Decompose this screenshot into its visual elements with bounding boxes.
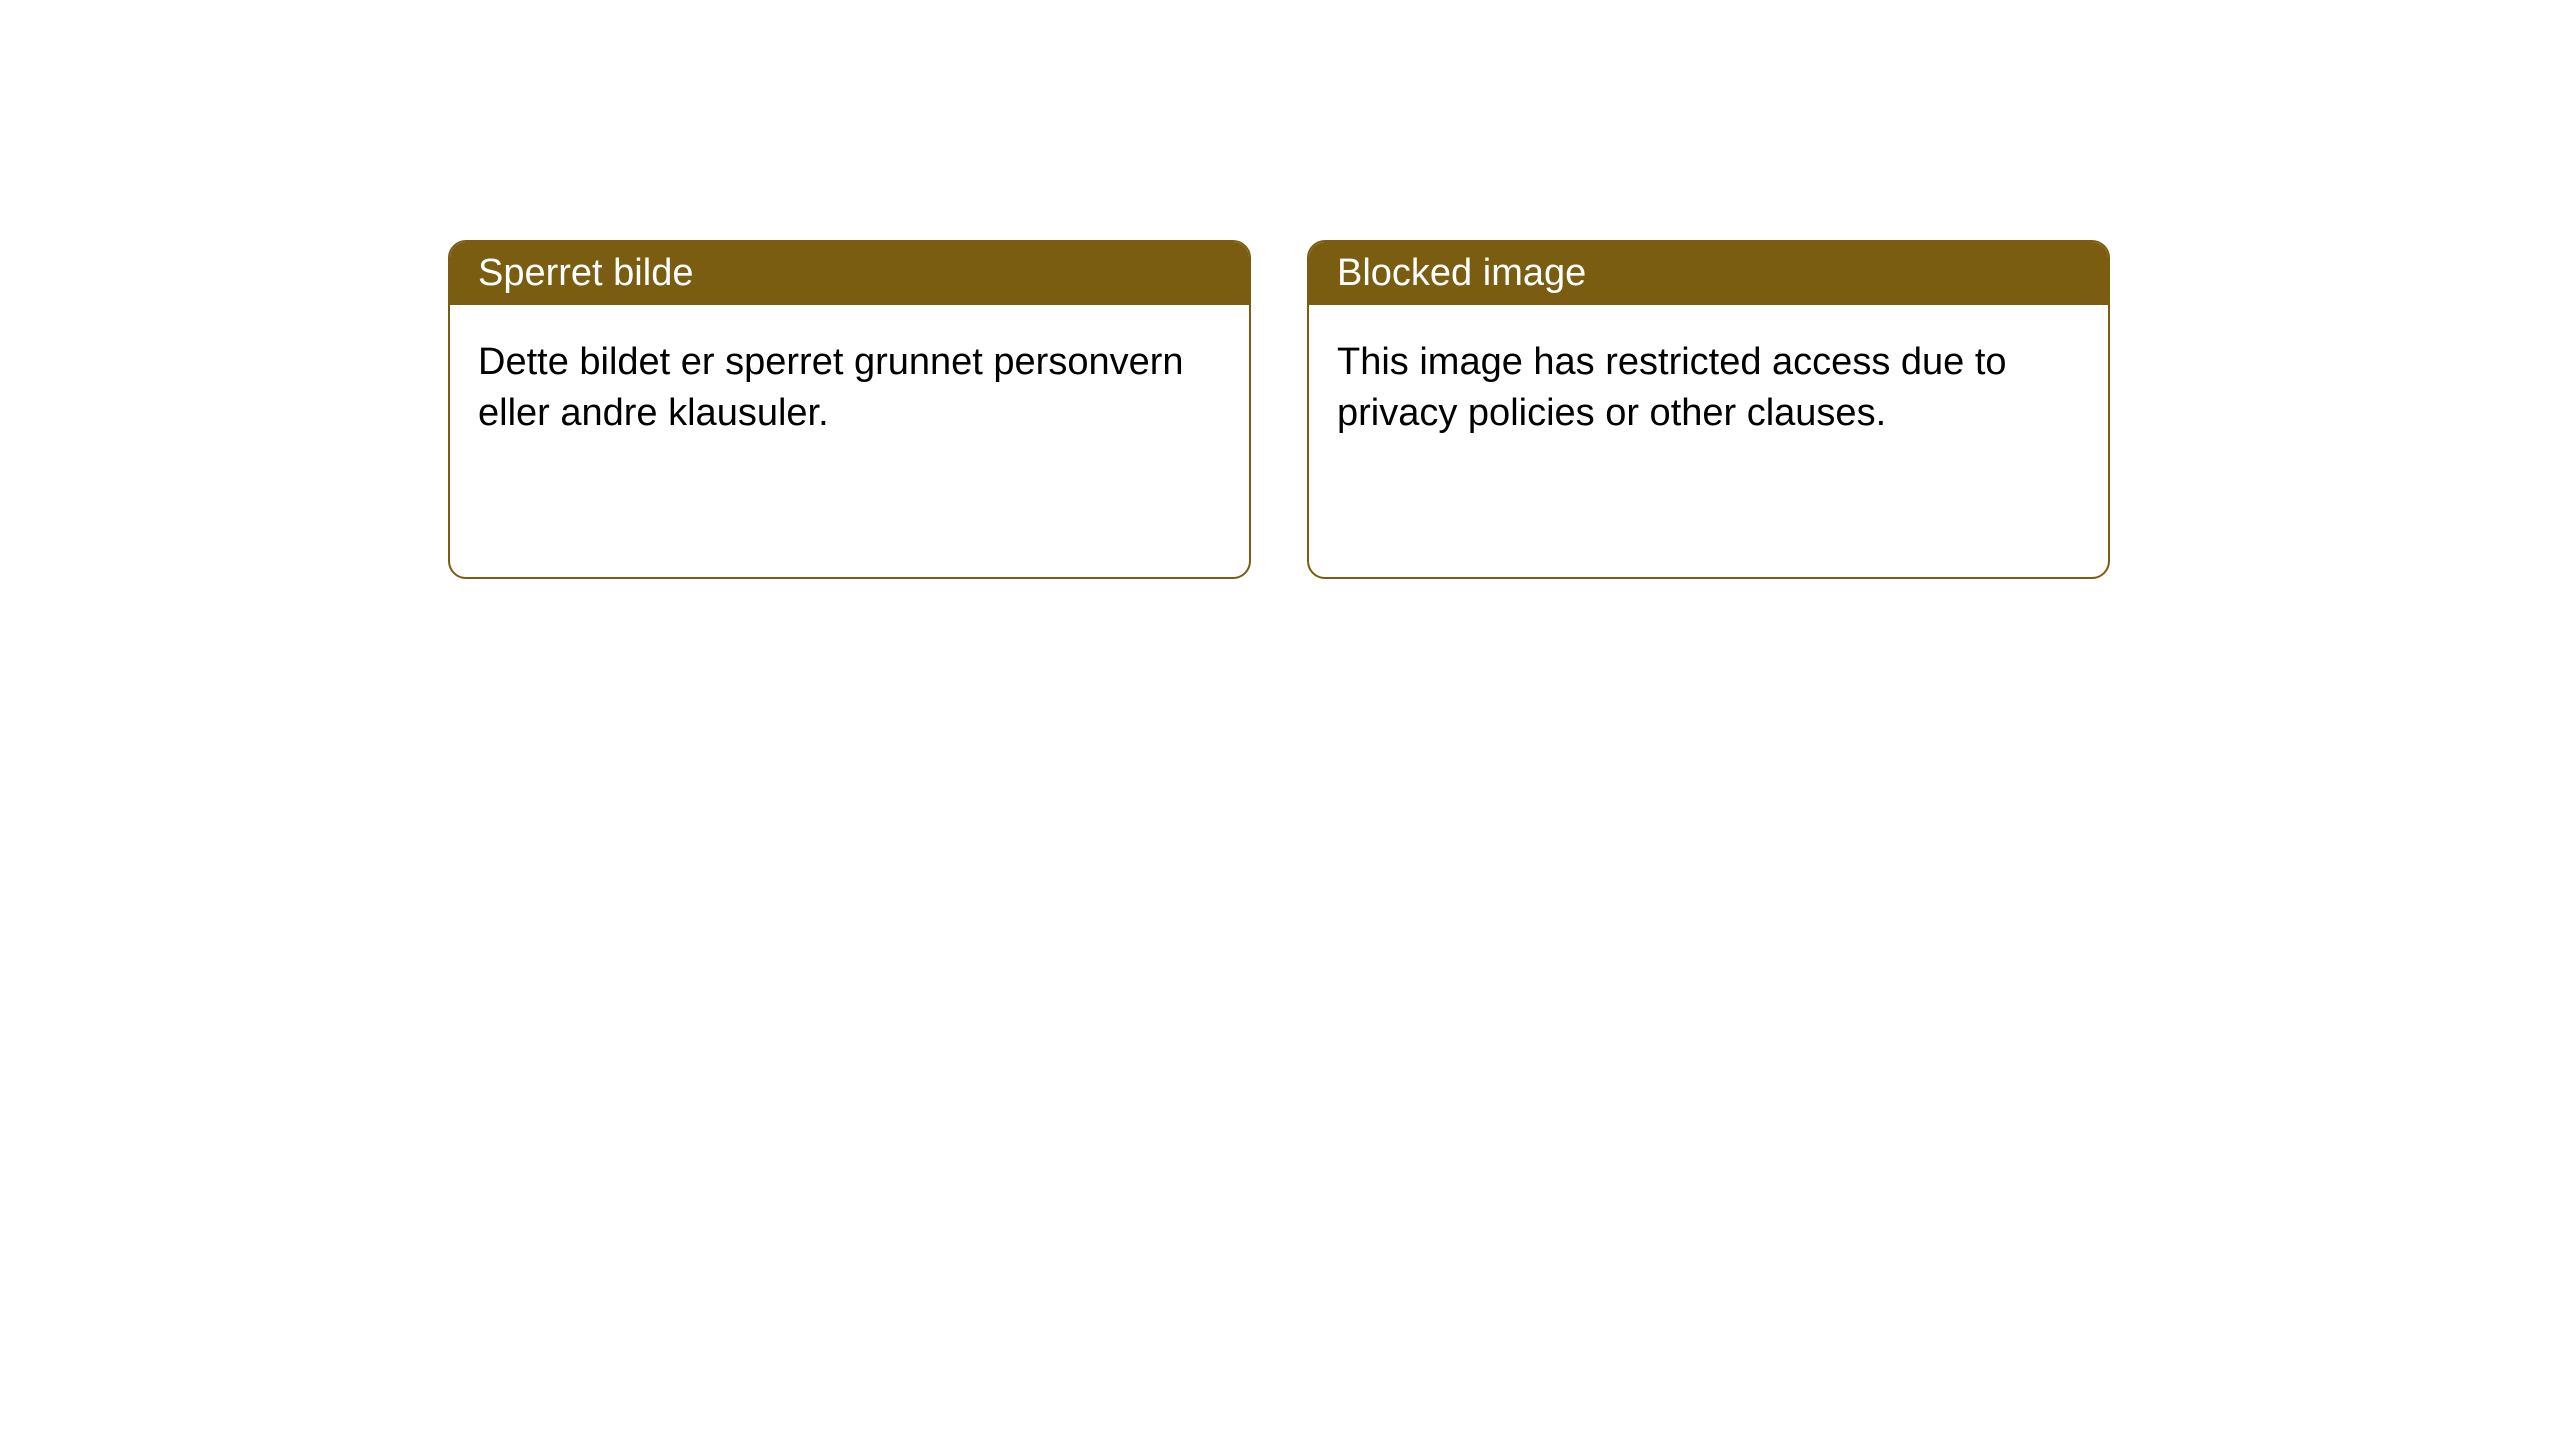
card-text-no: Dette bildet er sperret grunnet personve…: [478, 337, 1221, 440]
card-header-en: Blocked image: [1309, 242, 2108, 305]
card-title-en: Blocked image: [1337, 252, 1586, 294]
cards-container: Sperret bilde Dette bildet er sperret gr…: [0, 0, 2560, 579]
card-body-en: This image has restricted access due to …: [1309, 305, 2108, 577]
blocked-image-card-no: Sperret bilde Dette bildet er sperret gr…: [448, 240, 1251, 579]
blocked-image-card-en: Blocked image This image has restricted …: [1307, 240, 2110, 579]
card-title-no: Sperret bilde: [478, 252, 693, 294]
card-text-en: This image has restricted access due to …: [1337, 337, 2080, 440]
card-header-no: Sperret bilde: [450, 242, 1249, 305]
card-body-no: Dette bildet er sperret grunnet personve…: [450, 305, 1249, 577]
